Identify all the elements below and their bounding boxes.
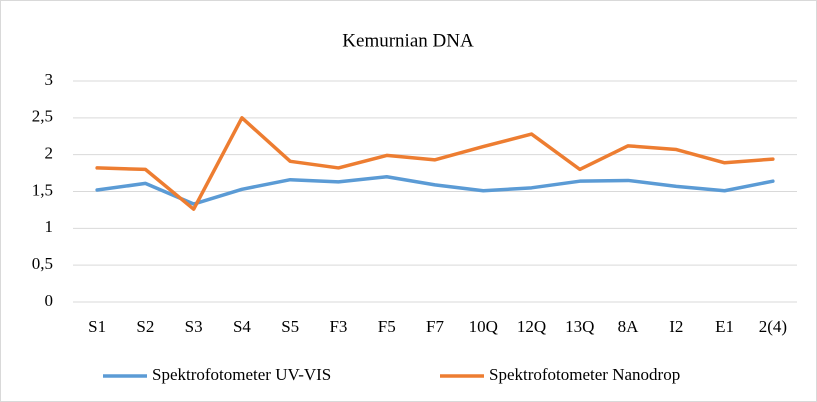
y-tick-label: 1 [45,217,54,236]
x-tick-label: 13Q [565,317,594,336]
x-tick-label: F5 [378,317,396,336]
x-tick-label: S4 [233,317,251,336]
y-tick-label: 2 [45,144,54,163]
y-tick-label: 3 [45,70,54,89]
x-tick-label: S3 [185,317,203,336]
x-tick-label: 12Q [517,317,546,336]
x-tick-label: E1 [715,317,734,336]
y-tick-label: 0,5 [32,254,53,273]
series-line [95,116,775,211]
y-tick-label: 1,5 [32,180,53,199]
x-tick-label: S1 [88,317,106,336]
chart-title: Kemurnian DNA [342,30,474,51]
x-tick-label: I2 [669,317,683,336]
legend-label: Spektrofotometer Nanodrop [489,365,680,384]
series-line [95,175,775,206]
y-tick-label: 0 [45,291,54,310]
x-tick-label: 10Q [469,317,498,336]
x-tick-label: 8A [618,317,640,336]
x-tick-label: 2(4) [759,317,787,336]
x-tick-label: S2 [136,317,154,336]
x-tick-label: F7 [426,317,444,336]
legend-label: Spektrofotometer UV-VIS [152,365,331,384]
y-tick-label: 2,5 [32,107,53,126]
x-tick-label: S5 [281,317,299,336]
x-tick-label: F3 [329,317,347,336]
